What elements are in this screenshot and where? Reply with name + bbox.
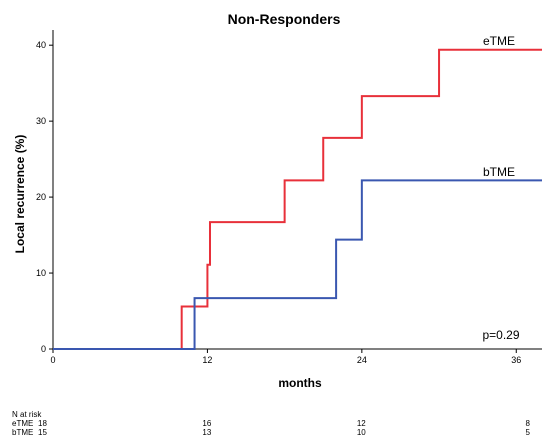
p-value-annotation: p=0.29 xyxy=(482,328,519,342)
risk-value: 10 xyxy=(356,428,366,437)
risk-row-name: eTME xyxy=(12,419,34,428)
series-label-btme: bTME xyxy=(483,165,515,179)
y-tick-label: 0 xyxy=(41,344,46,354)
series-layer xyxy=(53,48,542,350)
y-tick-label: 30 xyxy=(36,116,46,126)
axes: 0 10 20 30 40 0 12 24 36 xyxy=(36,30,542,365)
y-tick-label: 10 xyxy=(36,268,46,278)
risk-value: 5 xyxy=(525,428,530,437)
y-axis-label: Local recurrence (%) xyxy=(13,135,27,254)
risk-table-header: N at risk xyxy=(12,410,42,419)
risk-value: 8 xyxy=(525,419,530,428)
x-tick-label: 36 xyxy=(511,355,521,365)
series-line-etme xyxy=(53,48,542,350)
risk-value: 13 xyxy=(202,428,212,437)
y-tick-label: 20 xyxy=(36,192,46,202)
risk-value: 12 xyxy=(356,419,366,428)
x-tick-label: 12 xyxy=(202,355,212,365)
series-line-btme xyxy=(53,179,542,350)
risk-value: 16 xyxy=(202,419,212,428)
series-label-etme: eTME xyxy=(483,34,515,48)
x-axis-label: months xyxy=(278,376,322,390)
y-tick-label: 40 xyxy=(36,40,46,50)
chart-title: Non-Responders xyxy=(228,11,341,27)
risk-value: 15 xyxy=(38,428,47,437)
risk-row-name: bTME xyxy=(12,428,34,437)
risk-value: 18 xyxy=(38,419,47,428)
x-tick-label: 24 xyxy=(357,355,367,365)
x-tick-label: 0 xyxy=(50,355,55,365)
